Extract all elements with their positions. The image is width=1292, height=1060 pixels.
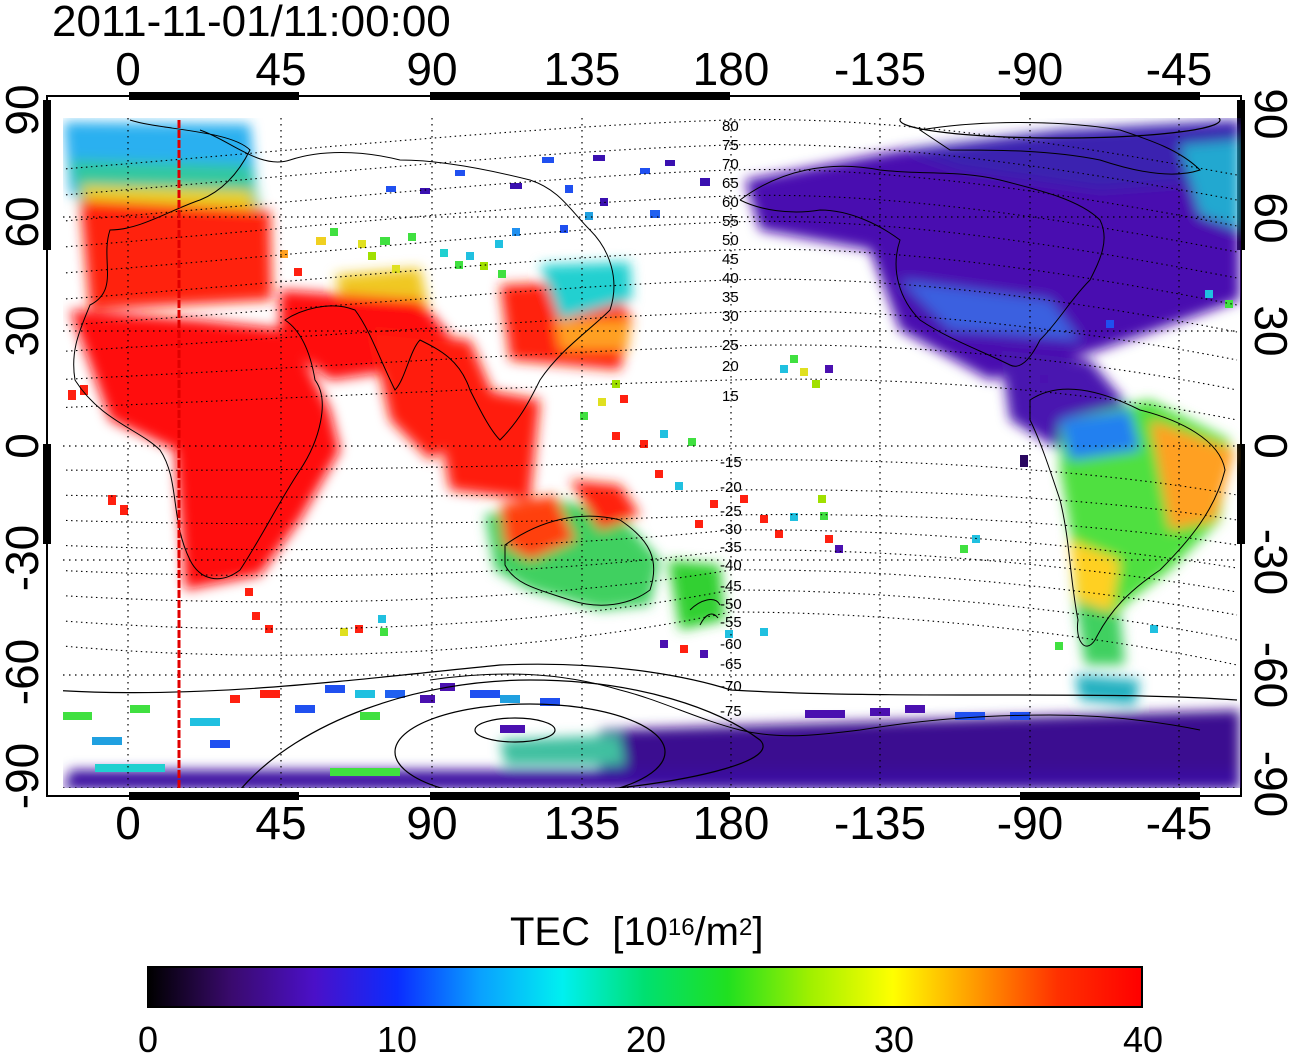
bottom-tick: 0 xyxy=(115,797,141,849)
left-tick: 0 xyxy=(0,433,48,459)
top-tick: 180 xyxy=(692,43,770,95)
magnetic-latitude-label: -50 xyxy=(720,596,742,613)
top-tick: -90 xyxy=(996,43,1064,95)
magnetic-latitude-label: 50 xyxy=(722,232,739,249)
magnetic-latitude-label: 20 xyxy=(722,358,739,375)
magnetic-latitude-label: 80 xyxy=(722,118,739,135)
magnetic-latitude-label: 75 xyxy=(722,137,739,154)
magnetic-latitude-labels: 80 75 70 65 60 55 50 45 40 35 30 25 20 15 -15 -20 -25-30… xyxy=(720,118,742,720)
frame-ticks xyxy=(43,92,1245,800)
colorbar-tick: 0 xyxy=(137,1019,159,1060)
magnetic-latitude-label: 55 xyxy=(722,213,739,230)
magnetic-latitude-label: -45 xyxy=(720,578,742,595)
magnetic-latitude-label: 40 xyxy=(722,270,739,287)
right-tick: -30 xyxy=(1245,528,1292,596)
bottom-tick: 180 xyxy=(692,797,770,849)
right-tick: 0 xyxy=(1245,433,1292,459)
top-tick: 90 xyxy=(406,43,458,95)
colorbar-unit-exponent2: 2 xyxy=(738,914,753,941)
left-tick: 90 xyxy=(0,84,48,136)
left-tick: -60 xyxy=(0,638,48,706)
magnetic-latitude-label: -20 xyxy=(720,479,742,496)
magnetic-latitude-label: 15 xyxy=(722,388,739,405)
left-tick: 60 xyxy=(0,196,48,248)
left-tick: -30 xyxy=(0,524,48,592)
top-tick: 135 xyxy=(543,43,621,95)
bottom-tick: -45 xyxy=(1145,797,1213,849)
magnetic-latitude-label: 25 xyxy=(722,337,739,354)
magnetic-latitude-label: -55 xyxy=(720,614,742,631)
colorbar-tick: 10 xyxy=(376,1019,418,1060)
bottom-tick: -135 xyxy=(833,797,927,849)
left-tick: 30 xyxy=(0,305,48,357)
magnetic-latitude-label: 35 xyxy=(722,289,739,306)
bottom-tick: 90 xyxy=(406,797,458,849)
magnetic-latitude-label: -75 xyxy=(720,703,742,720)
magnetic-latitude-label: -40 xyxy=(720,557,742,574)
magnetic-latitude-label: -35 xyxy=(720,539,742,556)
left-tick: -90 xyxy=(0,742,48,810)
colorbar-title: TEC [1016/m2] xyxy=(510,910,764,954)
bottom-tick: 135 xyxy=(543,797,621,849)
magnetic-latitude-label: -15 xyxy=(720,454,742,471)
graticule xyxy=(63,118,1237,788)
magnetic-latitude-label: 45 xyxy=(722,251,739,268)
colorbar-unit-exponent: 16 xyxy=(667,914,695,941)
top-tick: 45 xyxy=(255,43,307,95)
colorbar-quantity: TEC xyxy=(510,910,590,954)
magnetic-latitude-label: -25 xyxy=(720,503,742,520)
colorbar-unit-base: 10 xyxy=(623,910,668,954)
magnetic-latitude-label: -65 xyxy=(720,656,742,673)
magnetic-latitude-contours xyxy=(63,119,1238,666)
colorbar-tick: 40 xyxy=(1122,1019,1164,1060)
colorbar-tick: 20 xyxy=(625,1019,667,1060)
magnetic-latitude-label: 65 xyxy=(722,175,739,192)
magnetic-latitude-label: 70 xyxy=(722,156,739,173)
coastlines xyxy=(73,119,1226,737)
magnetic-latitude-label: -60 xyxy=(720,636,742,653)
tec-data-layer xyxy=(63,120,1240,788)
magnetic-latitude-label: -70 xyxy=(720,678,742,695)
colorbar-tick: 30 xyxy=(873,1019,915,1060)
right-tick: 30 xyxy=(1245,305,1292,357)
right-tick: -60 xyxy=(1245,641,1292,709)
magnetic-latitude-label: 30 xyxy=(722,308,739,325)
bottom-tick: 45 xyxy=(255,797,307,849)
top-tick: 0 xyxy=(115,43,141,95)
colorbar-unit-mid: /m xyxy=(694,910,739,954)
colorbar xyxy=(147,966,1143,1008)
magnetic-latitude-label: -30 xyxy=(720,521,742,538)
map-title: 2011-11-01/11:00:00 xyxy=(52,0,451,46)
magnetic-pole-contours xyxy=(63,118,1238,788)
top-tick: -45 xyxy=(1145,43,1213,95)
bottom-tick: -90 xyxy=(996,797,1064,849)
magnetic-latitude-label: 60 xyxy=(722,194,739,211)
top-tick: -135 xyxy=(833,43,927,95)
right-tick: 90 xyxy=(1245,88,1292,140)
right-tick: -90 xyxy=(1245,750,1292,818)
right-tick: 60 xyxy=(1245,192,1292,244)
